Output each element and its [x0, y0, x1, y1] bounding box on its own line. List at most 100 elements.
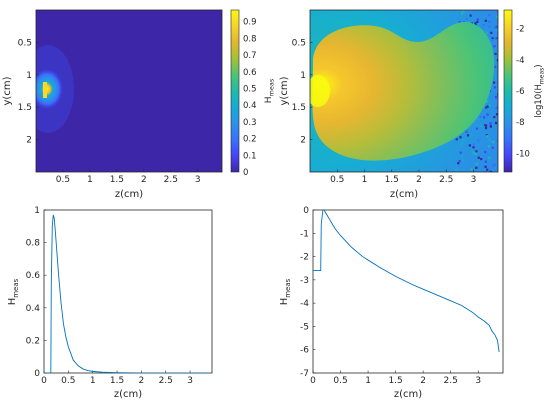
noise-pixel	[455, 168, 458, 171]
colorbar-tick-label: 0.6	[243, 68, 257, 78]
colorbar-tick-label: 0.4	[243, 101, 257, 111]
x-axis-label: z(cm)	[114, 389, 142, 400]
noise-pixel	[462, 159, 465, 162]
x-tick-label: 0.5	[330, 175, 344, 185]
noise-pixel	[499, 117, 501, 119]
noise-pixel	[462, 10, 465, 13]
noise-pixel	[483, 116, 486, 119]
noise-pixel	[488, 145, 491, 148]
colorbar-ticks: 0 0.1 0.2 0.3 0.4 0.5 0.6 0.7 0.8 0.9	[243, 18, 257, 178]
x-ticks: 0 0.5 1 1.5 2 2.5 3	[310, 370, 481, 386]
noise-pixel	[489, 122, 492, 125]
y-tick-label: 1	[300, 71, 306, 81]
noise-pixel	[480, 114, 483, 117]
x-tick-label: 1.5	[110, 376, 124, 386]
noise-pixel	[474, 153, 477, 156]
noise-pixel	[494, 163, 497, 166]
x-ticks: 0.5 1 1.5 2 2.5 3	[330, 169, 476, 185]
x-tick-label: 1.5	[385, 175, 399, 185]
noise-pixel	[474, 22, 477, 25]
x-tick-label: 2	[139, 376, 145, 386]
y-axis-label: Hmeas	[7, 278, 20, 305]
noise-pixel	[496, 15, 498, 18]
x-tick-label: 1	[362, 175, 368, 185]
noise-pixel	[478, 119, 482, 122]
x-tick-label: 0.5	[61, 376, 75, 386]
noise-pixel	[494, 52, 497, 55]
colorbar-ticks: -10 -8 -6 -4 -2	[516, 25, 530, 160]
y-tick-label: -7	[300, 369, 309, 379]
x-tick-label: 2	[416, 175, 422, 185]
noise-pixel	[497, 62, 498, 65]
noise-pixel	[484, 160, 487, 163]
noise-pixel	[484, 19, 487, 22]
noise-pixel	[479, 124, 482, 127]
y-ticks: 0.5 1 1.5 2	[292, 38, 313, 146]
heatmap-log: 0.511.52 0.5 1 1.5 2 2.5 3 y(cm) z(cm) -10-8-…	[279, 9, 546, 200]
noise-pixel	[495, 113, 498, 116]
noise-pixel	[495, 37, 498, 40]
y-tick-label: -5	[300, 322, 309, 332]
x-tick-label: 2	[420, 376, 426, 386]
noise-pixel	[467, 10, 470, 13]
y-tick-label: 0	[34, 369, 40, 379]
colorbar-tick-label: 0.8	[243, 34, 257, 44]
line-plot-log: 0 -1 -2 -3 -4 -5 -6 -7 0 0.5 1 1.5 2 2.5 3 Hmeas z(cm…	[279, 206, 504, 400]
noise-pixel	[496, 140, 498, 143]
noise-pixel	[479, 115, 482, 118]
noise-pixel	[488, 14, 491, 17]
noise-pixel	[494, 27, 497, 30]
y-tick-label: 1.5	[18, 103, 32, 113]
colorbar-tick-label: -8	[516, 118, 524, 128]
noise-pixel	[493, 116, 496, 119]
y-tick-label: 0.5	[18, 38, 32, 48]
colorbar-tick-label: 0.7	[243, 51, 257, 61]
colorbar	[230, 9, 240, 173]
noise-pixel	[477, 139, 480, 142]
noise-pixel	[465, 129, 468, 133]
noise-pixel	[495, 25, 498, 28]
plot-frame	[35, 9, 223, 173]
y-tick-label: 0.2	[26, 336, 40, 346]
noise-pixel	[491, 38, 494, 42]
noise-pixel	[488, 20, 491, 23]
noise-pixel	[494, 107, 498, 110]
noise-pixel	[476, 20, 479, 23]
noise-pixel	[477, 22, 480, 25]
noise-pixel	[483, 22, 487, 25]
noise-pixel	[484, 124, 487, 127]
y-tick-label: 1	[34, 206, 40, 216]
noise-pixel	[460, 12, 464, 15]
x-tick-label: 2.5	[444, 376, 458, 386]
x-tick-label: 2.5	[164, 175, 178, 185]
x-tick-label: 3	[187, 376, 193, 386]
colorbar-tick-label: 0.5	[243, 84, 257, 94]
x-tick-label: 3	[195, 175, 201, 185]
noise-pixel	[488, 136, 491, 139]
noise-pixel	[470, 168, 473, 171]
noise-pixel	[460, 155, 463, 158]
x-ticks: 0.5 1 1.5 2 2.5 3	[56, 169, 201, 185]
y-tick-label: 0.8	[26, 239, 41, 249]
plot-frame	[43, 209, 213, 374]
y-tick-label: 2	[300, 136, 306, 146]
colorbar	[503, 9, 513, 173]
noise-pixel	[495, 96, 498, 99]
colorbar-tick-label: -2	[516, 25, 524, 35]
series-line	[44, 214, 210, 373]
source-peak	[43, 82, 47, 98]
noise-pixel	[472, 151, 475, 154]
noise-pixel	[468, 144, 471, 147]
colorbar-tick-label: 0.1	[243, 151, 257, 161]
noise-pixel	[495, 29, 498, 32]
x-tick-label: 0	[310, 376, 316, 386]
noise-pixel	[475, 166, 478, 169]
noise-pixel	[486, 105, 490, 108]
noise-pixel	[486, 100, 489, 103]
colorbar-tick-label: 0.9	[243, 18, 257, 28]
x-tick-label: 0.5	[56, 175, 70, 185]
signal-region	[312, 21, 495, 161]
noise-pixel	[498, 53, 500, 55]
x-axis-label: z(cm)	[394, 389, 422, 400]
